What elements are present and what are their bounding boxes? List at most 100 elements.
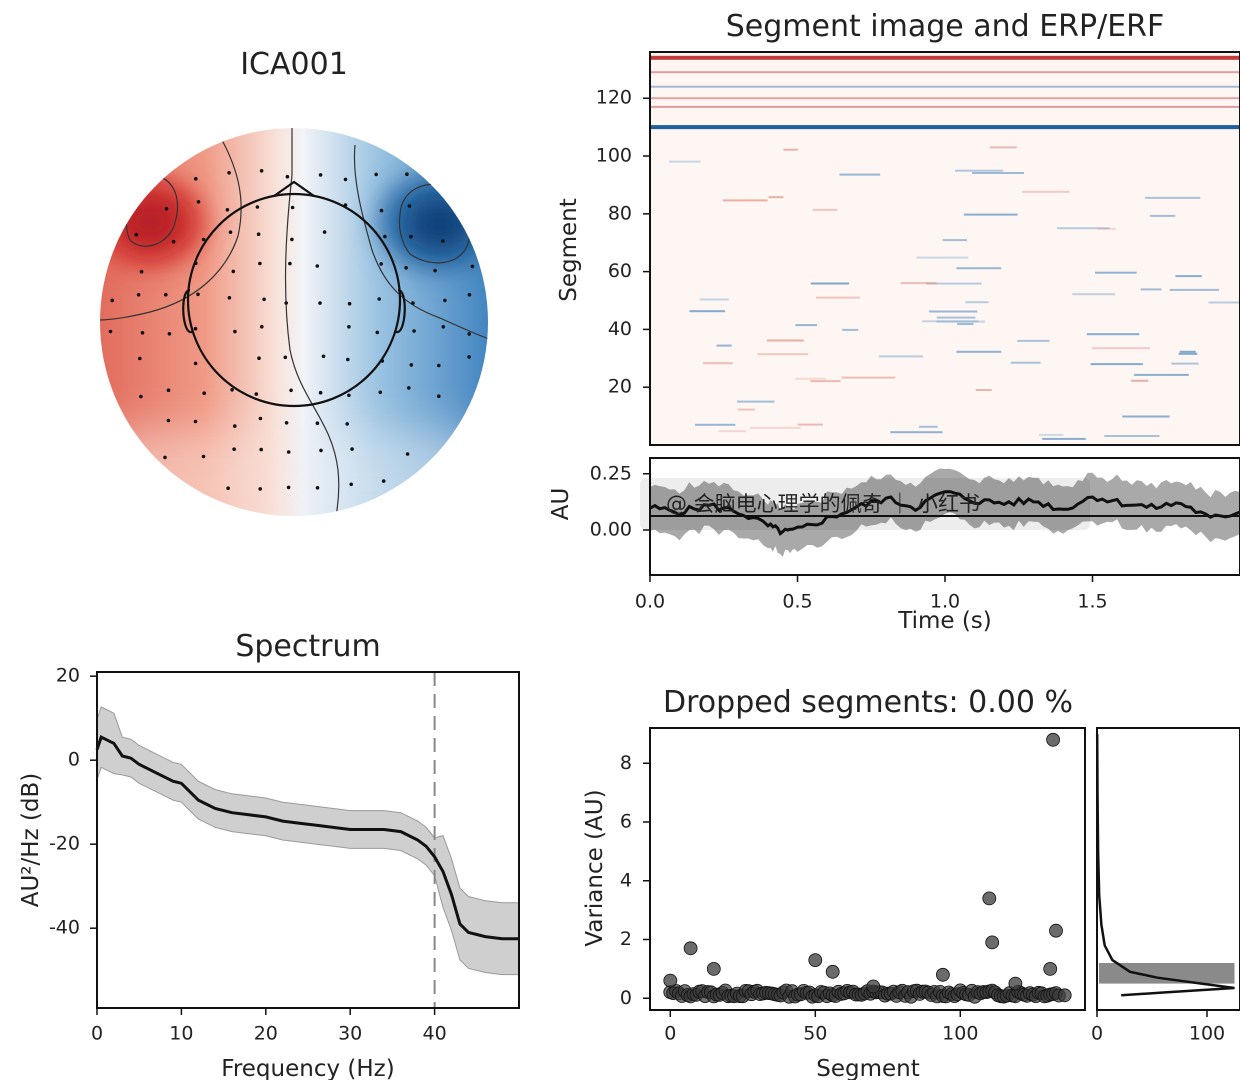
electrode xyxy=(139,394,143,399)
electrode xyxy=(318,173,323,177)
erp-xlabel: Time (s) xyxy=(897,608,992,634)
speckle xyxy=(919,425,938,428)
electrode xyxy=(136,293,141,297)
electrode xyxy=(467,355,471,359)
speckle xyxy=(1175,275,1202,278)
speckle xyxy=(669,160,701,163)
variance-point xyxy=(1057,988,1072,1003)
tick-label: 100 xyxy=(942,1023,978,1045)
segment-image-panel: Segment image and ERP/ERF 20 40 60 80 100 120… xyxy=(556,9,1240,446)
electrode xyxy=(315,486,320,490)
speckle xyxy=(1072,293,1116,296)
speckle xyxy=(1092,347,1150,350)
electrode xyxy=(233,424,237,428)
speckle xyxy=(810,380,841,383)
electrode xyxy=(375,330,380,335)
spectrum-title: Spectrum xyxy=(235,629,380,664)
electrode xyxy=(286,450,291,454)
dropped-title: Dropped segments: 0.00 % xyxy=(663,685,1073,720)
speckle xyxy=(890,431,943,434)
heatmap-rows xyxy=(650,55,1240,130)
variance-point xyxy=(985,935,1000,950)
tick-label: 0.0 xyxy=(635,591,665,613)
speckle xyxy=(699,298,729,301)
electrode xyxy=(381,479,386,483)
spectrum-frame xyxy=(96,671,520,1009)
speckle xyxy=(916,256,969,259)
erp-panel: 0.0 0.5 1.0 1.5 0.00 0.25 AU Time (s) @ 会脑电心理… xyxy=(548,457,1240,634)
speckle xyxy=(839,173,881,176)
electrode xyxy=(347,393,351,398)
segment-row xyxy=(650,97,1240,100)
tick-label: 0.25 xyxy=(590,462,632,484)
speckle xyxy=(768,196,784,199)
speckle xyxy=(956,267,1002,270)
electrode xyxy=(163,455,167,460)
tick-label: 8 xyxy=(620,752,632,774)
electrode xyxy=(194,177,198,181)
electrode xyxy=(193,326,198,331)
speckle xyxy=(810,282,849,285)
electrode xyxy=(441,239,445,243)
dropped-panel: Dropped segments: 0.00 % 0 50 100 0 2 4 6 8 Var… xyxy=(582,685,1086,1080)
variance-point xyxy=(825,964,840,979)
electrode xyxy=(164,206,169,211)
histogram-panel: 0 100 xyxy=(1091,727,1240,1045)
speckle xyxy=(795,377,827,380)
speckle xyxy=(1134,373,1189,376)
electrode xyxy=(343,177,348,182)
electrode xyxy=(404,266,408,270)
speckle xyxy=(718,430,747,433)
electrode xyxy=(350,447,354,451)
electrode xyxy=(255,205,260,209)
electrode-dots xyxy=(108,169,475,491)
electrode xyxy=(259,447,264,452)
variance-point xyxy=(936,967,950,982)
spectrum-xlabel: Frequency (Hz) xyxy=(221,1056,394,1080)
spectrum-mean-line xyxy=(95,734,519,941)
tick-label: 20 xyxy=(56,665,80,687)
electrode xyxy=(374,172,379,177)
electrode xyxy=(286,485,291,490)
tick-label: 1.5 xyxy=(1077,591,1107,613)
speckle xyxy=(921,320,979,323)
speckle xyxy=(1169,288,1219,291)
electrode xyxy=(256,232,261,236)
speckle xyxy=(878,355,923,358)
speckle xyxy=(689,310,726,313)
electrode xyxy=(110,298,114,303)
tick-label: 0.5 xyxy=(782,591,812,613)
electrode xyxy=(228,230,233,234)
speckle xyxy=(795,324,818,327)
watermark-text: @ 会脑电心理学的佩奇 ｜ 小红书 xyxy=(666,492,980,516)
electrode xyxy=(227,296,232,300)
histogram-bar xyxy=(1099,963,1235,984)
electrode xyxy=(409,363,414,367)
speckle xyxy=(942,239,967,242)
speckle xyxy=(1095,271,1137,274)
variance-point xyxy=(1046,732,1060,747)
electrode xyxy=(166,418,171,423)
electrode xyxy=(437,363,441,368)
electrode xyxy=(379,208,384,213)
spectrum-band xyxy=(96,706,520,976)
electrode xyxy=(138,356,142,361)
electrode xyxy=(258,261,262,266)
speckle xyxy=(926,282,982,285)
electrode xyxy=(441,325,446,329)
electrode xyxy=(405,172,409,176)
electrode xyxy=(315,421,320,426)
electrode xyxy=(196,200,201,204)
spectrum-ylabel: AU²/Hz (dB) xyxy=(18,773,44,908)
speckle xyxy=(957,323,974,325)
speckle xyxy=(1090,363,1143,366)
variance-point xyxy=(663,973,678,988)
tick-label: 80 xyxy=(608,202,632,224)
electrode xyxy=(108,329,113,334)
electrode xyxy=(193,361,198,366)
electrode xyxy=(259,169,264,173)
electrode xyxy=(412,329,416,333)
head-outline xyxy=(182,180,406,408)
speckle xyxy=(766,339,804,342)
speckle xyxy=(965,301,989,304)
